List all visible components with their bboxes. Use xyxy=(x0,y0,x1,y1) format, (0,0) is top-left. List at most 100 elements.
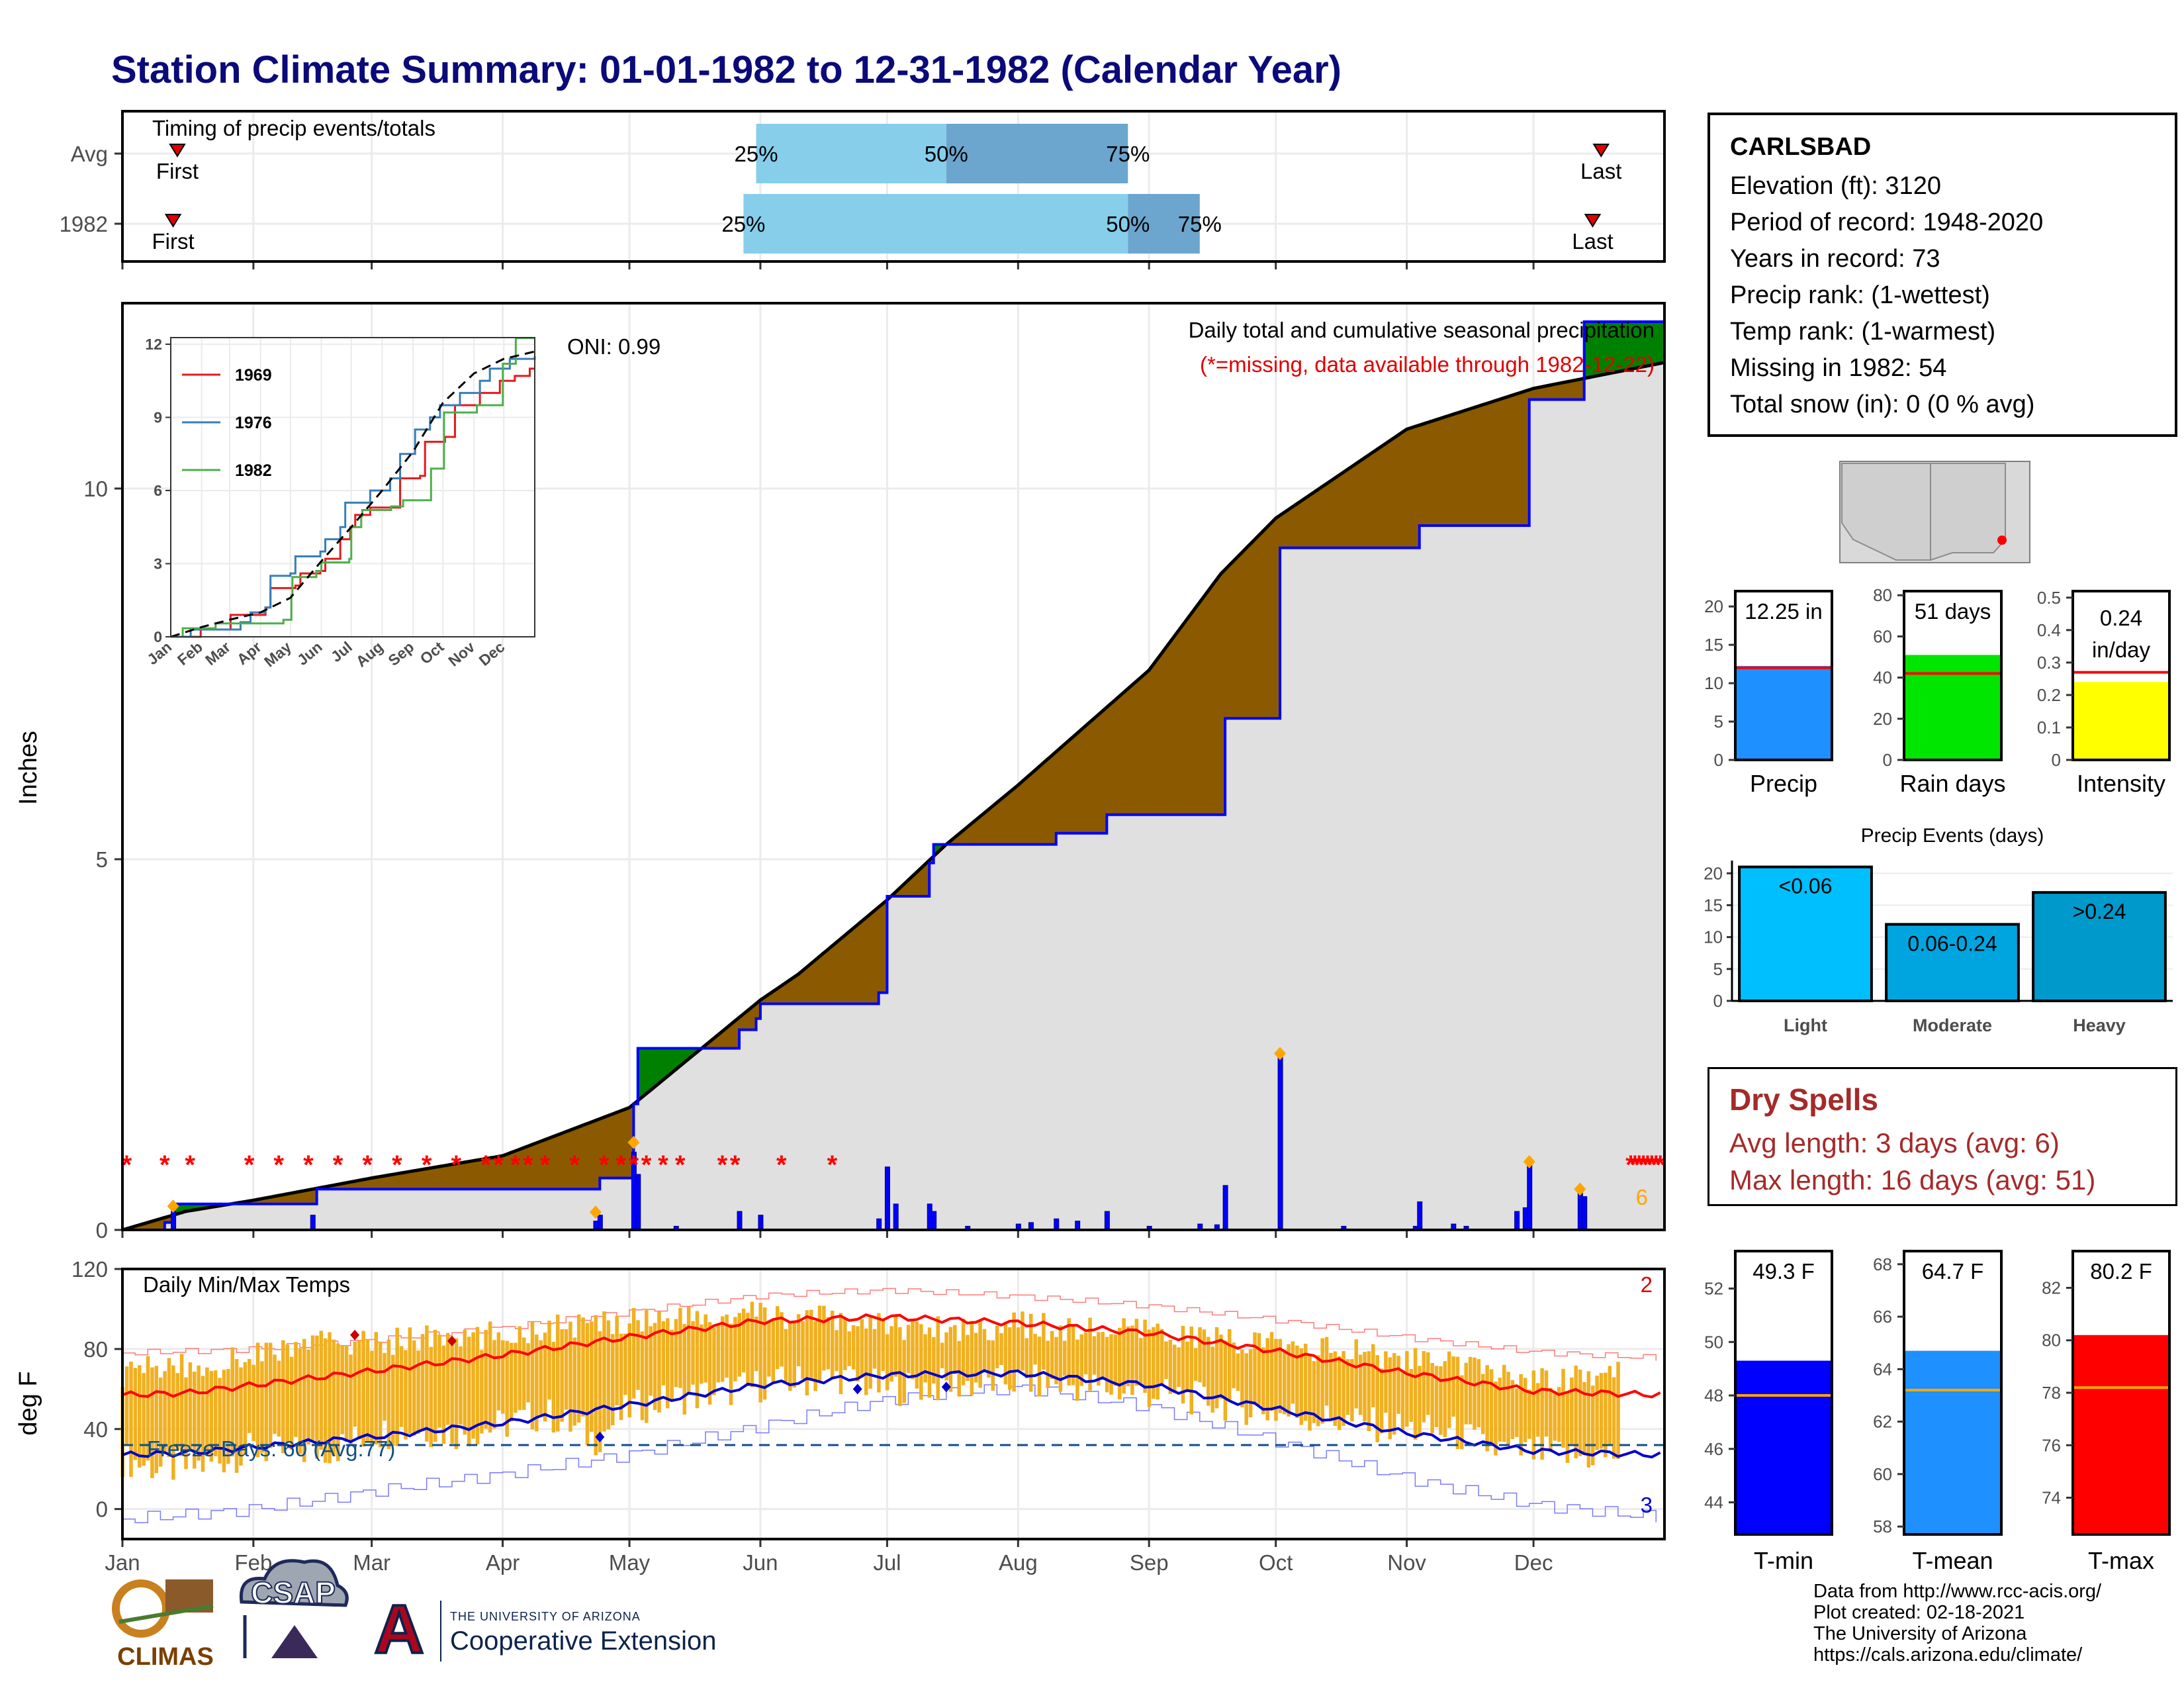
daily-temp-bar xyxy=(193,1372,197,1469)
daily-temp-bar xyxy=(383,1352,387,1421)
timing-bar-lower xyxy=(743,194,1128,254)
daily-temp-bar xyxy=(230,1347,234,1457)
behind-fill xyxy=(1115,698,1120,815)
behind-fill xyxy=(764,996,770,1004)
daily-temp-bar xyxy=(872,1329,877,1369)
daily-temp-bar xyxy=(851,1325,856,1370)
behind-fill xyxy=(566,1131,571,1190)
record-low-marker xyxy=(595,1431,605,1442)
behind-fill xyxy=(722,1029,727,1049)
behind-fill xyxy=(929,858,934,863)
daily-temp-bar xyxy=(686,1307,691,1395)
missing-text: Missing in 1982: 54 xyxy=(1730,354,1947,382)
behind-fill xyxy=(874,908,880,1004)
behind-fill xyxy=(1347,467,1353,548)
daily-temp-bar xyxy=(771,1319,776,1383)
main-y-tick-label: 0 xyxy=(96,1218,108,1243)
daily-temp-bar xyxy=(1219,1335,1223,1399)
average-cumulative-line xyxy=(122,361,1665,1232)
events-bar-moderate xyxy=(1885,923,2020,1003)
behind-fill xyxy=(1326,482,1332,548)
behind-fill xyxy=(1199,599,1205,815)
behind-fill xyxy=(878,905,884,993)
daily-temp-bar xyxy=(974,1333,978,1383)
behind-fill xyxy=(456,1163,461,1190)
daily-temp-bar xyxy=(640,1331,645,1421)
daily-temp-bar xyxy=(142,1373,146,1466)
behind-fill xyxy=(1381,445,1387,548)
behind-fill xyxy=(426,1168,432,1190)
ahead-fill xyxy=(1639,322,1644,367)
daily-temp-bar xyxy=(514,1342,518,1413)
precip-summary-tick-label: 0 xyxy=(1883,750,1892,770)
behind-fill xyxy=(1428,422,1433,526)
daily-temp-bar xyxy=(982,1329,987,1370)
credits: Data from http://www.rcc-acis.org/ Plot … xyxy=(1813,1581,2177,1665)
daily-temp-bar xyxy=(1494,1382,1498,1456)
events-category-label: Light xyxy=(1784,1015,1827,1035)
daily-precip-bar xyxy=(884,1166,890,1231)
behind-fill xyxy=(523,1147,529,1190)
ahead-fill xyxy=(1596,322,1602,376)
ahead-fill xyxy=(1643,322,1649,367)
daily-temp-bar xyxy=(948,1327,953,1392)
behind-fill xyxy=(718,1033,723,1049)
daily-temp-bar xyxy=(835,1330,839,1372)
daily-temp-bar xyxy=(315,1335,319,1459)
daily-temp-bar xyxy=(911,1319,915,1380)
precip-summary-bar xyxy=(2073,682,2169,760)
behind-fill xyxy=(1512,395,1518,526)
daily-temp-bar xyxy=(665,1318,670,1409)
behind-fill xyxy=(1267,524,1272,719)
daily-temp-bar xyxy=(387,1339,391,1449)
behind-fill xyxy=(545,1139,550,1190)
daily-temp-bar xyxy=(1535,1383,1540,1437)
daily-temp-bar xyxy=(1240,1349,1244,1407)
behind-fill xyxy=(334,1184,339,1190)
events-tick-label: 20 xyxy=(1704,863,1723,883)
behind-fill xyxy=(790,978,795,1004)
daily-temp-bar xyxy=(784,1329,788,1382)
missing-day-marker: * xyxy=(493,1150,504,1180)
daily-precip-bar xyxy=(1417,1201,1423,1231)
daily-temp-bar xyxy=(817,1305,822,1381)
daily-temp-bar xyxy=(970,1321,974,1395)
behind-fill xyxy=(1157,655,1162,815)
daily-temp-bar xyxy=(1582,1382,1586,1455)
behind-fill xyxy=(1238,554,1243,719)
daily-temp-bar xyxy=(1590,1385,1595,1466)
behind-fill xyxy=(396,1173,402,1190)
daily-temp-bar xyxy=(298,1348,302,1454)
behind-fill xyxy=(1432,420,1437,526)
behind-fill xyxy=(1394,436,1399,548)
behind-fill xyxy=(308,1190,313,1204)
behind-fill xyxy=(844,933,850,1004)
behind-fill xyxy=(883,902,888,993)
behind-fill xyxy=(848,929,854,1004)
behind-fill xyxy=(1541,386,1547,400)
daily-temp-bar xyxy=(737,1313,741,1377)
daily-temp-bar xyxy=(598,1331,602,1452)
daily-temp-bar xyxy=(1599,1373,1604,1449)
behind-fill xyxy=(1039,765,1044,845)
behind-fill xyxy=(439,1166,444,1190)
behind-fill xyxy=(570,1129,575,1190)
behind-fill xyxy=(405,1172,410,1190)
ahead-fill xyxy=(684,1048,689,1061)
daily-temp-bar xyxy=(480,1350,484,1434)
daily-temp-bar xyxy=(1050,1331,1054,1380)
behind-fill xyxy=(1250,541,1255,719)
precip-summary-tick-label: 0.4 xyxy=(2037,620,2061,640)
behind-fill xyxy=(414,1170,419,1190)
timing-last-marker xyxy=(1584,214,1602,228)
behind-fill xyxy=(1212,582,1217,815)
behind-fill xyxy=(341,1183,347,1190)
missing-day-marker: * xyxy=(333,1150,343,1180)
behind-fill xyxy=(1559,383,1564,400)
events-bar-light xyxy=(1738,865,1873,1002)
daily-precip-bar xyxy=(1582,1196,1588,1231)
behind-fill xyxy=(257,1199,263,1204)
behind-fill xyxy=(925,862,930,896)
daily-temp-bar xyxy=(1549,1387,1553,1452)
daily-temp-bar xyxy=(936,1316,940,1401)
